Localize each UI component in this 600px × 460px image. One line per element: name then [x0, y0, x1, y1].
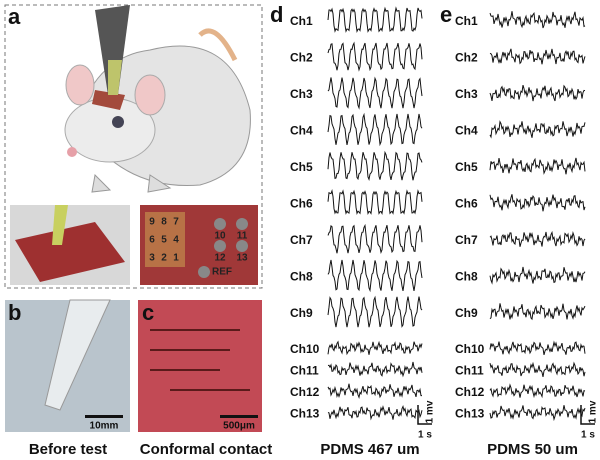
electrode-dot	[214, 218, 226, 230]
trace	[489, 11, 586, 29]
trace	[489, 303, 586, 321]
electrode-number: 13	[236, 253, 248, 264]
scale-label: 10mm	[90, 421, 119, 432]
trace	[327, 361, 423, 378]
trace	[489, 194, 586, 212]
trace	[327, 188, 423, 216]
channel-label: Ch4	[455, 124, 478, 138]
trace	[489, 84, 586, 102]
electrode-dot	[236, 218, 248, 230]
scale-v: 1 mv	[588, 400, 599, 423]
channel-label: Ch6	[290, 197, 313, 211]
trace	[489, 230, 586, 247]
channel-label: Ch1	[290, 14, 313, 28]
panel-label: b	[8, 300, 21, 325]
trace	[489, 157, 586, 175]
channel-label: Ch13	[290, 407, 320, 421]
electrode-number: 5	[161, 235, 167, 246]
photo-c	[138, 300, 262, 432]
trace	[489, 361, 586, 378]
scale-bar	[580, 405, 595, 425]
electrode-number: 9	[149, 217, 155, 228]
electrode-number: 8	[161, 217, 167, 228]
trace	[327, 383, 422, 399]
channel-label: Ch2	[455, 51, 478, 65]
channel-label: Ch9	[290, 306, 313, 320]
electrode-dot	[236, 240, 248, 252]
caption: Before test	[29, 441, 107, 458]
channel-label: Ch13	[455, 407, 485, 421]
inset-right-pads	[145, 212, 185, 267]
trace	[489, 48, 586, 65]
channel-label: Ch8	[290, 270, 313, 284]
channel-label: Ch12	[290, 385, 320, 399]
channel-label: Ch10	[290, 342, 320, 356]
trace	[489, 266, 586, 285]
channel-label: Ch3	[455, 87, 478, 101]
scale-v: 1 mv	[425, 400, 436, 423]
channel-label: Ch8	[455, 270, 478, 284]
channel-label: Ch3	[290, 87, 313, 101]
trace	[489, 405, 586, 422]
trace	[327, 259, 423, 293]
trace	[327, 223, 423, 255]
electrode-dot	[214, 240, 226, 252]
panel-label: a	[8, 4, 21, 29]
electrode-number: 3	[149, 253, 155, 264]
electrode-number: 6	[149, 235, 155, 246]
scale-t: 1 s	[418, 430, 432, 441]
channel-label: Ch12	[455, 385, 485, 399]
photo-c-traces	[150, 329, 250, 391]
trace	[489, 340, 586, 356]
channel-label: Ch5	[290, 160, 313, 174]
trace	[327, 41, 423, 72]
trace	[327, 6, 423, 33]
rat-illustration	[64, 5, 251, 193]
inset-left-cable	[52, 205, 68, 245]
channel-label: Ch9	[455, 306, 478, 320]
channel-label: Ch2	[290, 51, 313, 65]
scale-bar-c	[220, 415, 258, 418]
electrode-number: 7	[173, 217, 179, 228]
trace	[327, 340, 423, 356]
channel-label: Ch5	[455, 160, 478, 174]
channel-label: Ch1	[455, 14, 478, 28]
trace	[327, 404, 423, 421]
electrode-number: 4	[173, 235, 179, 246]
trace	[327, 112, 423, 147]
trace	[489, 383, 586, 399]
panel-label: d	[270, 2, 283, 27]
channel-label: Ch10	[455, 342, 485, 356]
electrode-number: 10	[214, 231, 226, 242]
electrode-number: 1	[173, 253, 179, 264]
scale-bar	[417, 405, 432, 425]
inset-left-electrode	[15, 222, 125, 282]
caption: PDMS 467 um	[320, 441, 419, 458]
scale-bar-b	[85, 415, 123, 418]
ref-dot	[198, 266, 210, 278]
scale-label: 500μm	[223, 421, 255, 432]
caption: PDMS 50 um	[487, 441, 578, 458]
electrode-number: 2	[161, 253, 167, 264]
channel-label: Ch6	[455, 197, 478, 211]
channel-label: Ch11	[455, 364, 484, 378]
trace	[327, 76, 423, 110]
trace	[489, 120, 586, 139]
panel-label: e	[440, 2, 452, 27]
panel-label: c	[142, 300, 154, 325]
scale-t: 1 s	[581, 430, 595, 441]
trace	[327, 150, 423, 181]
channel-label: Ch7	[290, 233, 313, 247]
channel-label: Ch4	[290, 124, 313, 138]
photo-b-device	[44, 299, 111, 411]
caption: Conformal contact	[140, 441, 273, 458]
channel-label: Ch11	[290, 364, 319, 378]
electrode-number: 12	[214, 253, 226, 264]
trace	[327, 295, 423, 328]
channel-label: Ch7	[455, 233, 478, 247]
ref-label: REF	[212, 267, 232, 278]
electrode-number: 11	[237, 231, 248, 242]
